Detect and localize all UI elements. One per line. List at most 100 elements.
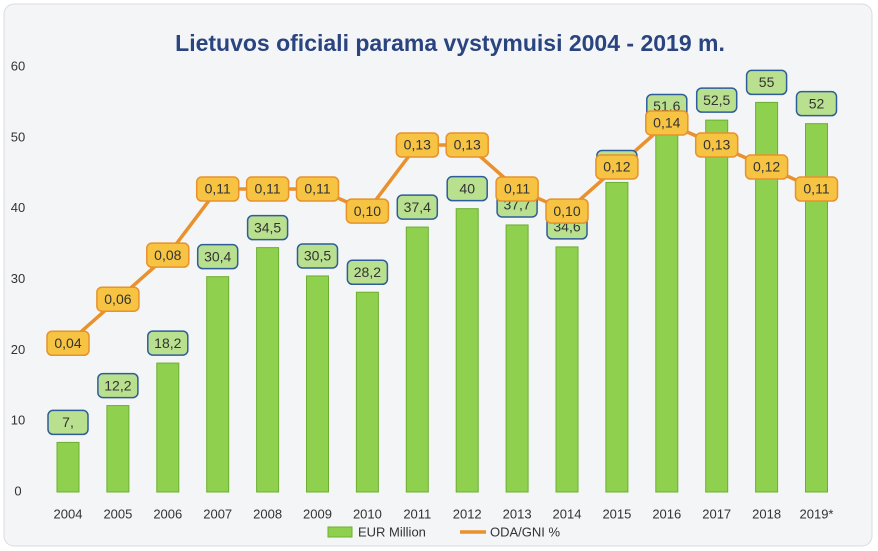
line-label-box (445, 132, 489, 158)
x-tick-label: 2008 (253, 506, 282, 521)
bar-label-box (795, 90, 838, 117)
bar-label-box (296, 243, 339, 269)
bar-value-label: 34,5 (254, 219, 281, 235)
line-label-box (245, 176, 290, 202)
legend-label: ODA/GNI % (490, 524, 561, 539)
x-tick-label: 2018 (752, 506, 781, 521)
x-tick-label: 2019* (800, 506, 834, 521)
line-value-label: 0,11 (254, 181, 280, 197)
line-value-label: 0,08 (154, 247, 181, 263)
bar-value-label: 55 (759, 74, 775, 90)
legend-swatch (327, 526, 353, 538)
bar-label-box (196, 243, 239, 270)
bar-value-label: 30,5 (304, 248, 331, 264)
x-tick-label: 2014 (553, 506, 582, 521)
line-label-box (794, 176, 839, 202)
line-label-box (295, 176, 340, 202)
bar-value-label: 7, (62, 414, 74, 430)
line-label-box (545, 198, 589, 224)
x-tick-label: 2004 (54, 506, 83, 521)
bar (106, 405, 130, 493)
bar-value-label: 40 (459, 180, 475, 196)
line-label-box (146, 242, 190, 268)
bar-value-label: 52,5 (703, 92, 730, 108)
line-value-label: 0,13 (454, 137, 481, 153)
line-label-box (46, 330, 90, 356)
y-tick-label: 60 (11, 58, 25, 73)
line-label-box (96, 286, 140, 312)
line-label-box (345, 198, 390, 224)
x-tick-label: 2010 (353, 506, 382, 521)
bar-label-box (346, 259, 389, 285)
bar-value-label: 51,6 (653, 98, 680, 114)
line-value-label: 0,13 (703, 137, 730, 153)
bar (505, 224, 529, 493)
bar (355, 291, 379, 493)
line-value-label: 0,11 (803, 181, 829, 197)
bar (405, 226, 429, 493)
line-label-box (645, 110, 689, 136)
x-tick-label: 2011 (403, 506, 431, 521)
bar-value-label: 30,4 (204, 248, 231, 264)
x-tick-label: 2016 (652, 506, 681, 521)
y-tick-label: 30 (11, 271, 25, 286)
x-tick-label: 2007 (203, 506, 232, 521)
chart-panel (3, 3, 873, 547)
line-value-label: 0,06 (104, 291, 131, 307)
x-tick-label: 2015 (602, 506, 631, 521)
line-label-box (395, 132, 440, 158)
line-value-label: 0,11 (205, 181, 231, 197)
x-tick-label: 2017 (702, 506, 731, 521)
bar (306, 275, 329, 493)
y-tick-label: 0 (14, 483, 21, 498)
bar-label-box (396, 194, 439, 220)
y-tick-label: 40 (11, 200, 25, 215)
line (66, 120, 818, 345)
y-tick-label: 10 (11, 413, 25, 428)
bar (555, 246, 579, 493)
chart-title: Lietuvos oficiali parama vystymuisi 2004… (175, 30, 725, 56)
bar (705, 119, 729, 493)
x-tick-label: 2005 (103, 506, 132, 521)
y-tick-label: 20 (11, 342, 25, 357)
bar-label-box (745, 69, 788, 96)
line-value-label: 0,10 (553, 203, 580, 219)
bar-value-label: 18,2 (154, 335, 181, 351)
x-tick-label: 2009 (303, 506, 332, 521)
line-label-box (595, 154, 639, 180)
bar (56, 441, 80, 493)
line-label-box (195, 176, 240, 202)
bar (655, 126, 679, 493)
line-value-label: 0,12 (603, 159, 630, 175)
bar (805, 123, 828, 493)
bar-value-label: 12,2 (104, 377, 131, 393)
bar-value-label: 28,2 (354, 264, 381, 280)
line-value-label: 0,11 (504, 181, 530, 197)
line-label-box (495, 176, 539, 202)
bar (156, 362, 180, 493)
bar-label-box (446, 175, 488, 202)
line-label-box (694, 132, 739, 158)
x-tick-label: 2012 (453, 506, 482, 521)
line-value-label: 0,13 (404, 137, 431, 153)
line-value-label: 0,11 (304, 181, 330, 197)
x-tick-label: 2013 (503, 506, 532, 521)
bar-value-label: 52 (809, 95, 825, 111)
bar (605, 181, 629, 493)
bar-label-box (246, 214, 289, 241)
bar-value-label: 37,4 (404, 199, 431, 215)
bar (206, 276, 230, 493)
bar-label-box (97, 372, 139, 399)
line-value-label: 0,04 (54, 335, 81, 351)
legend-label: EUR Million (358, 524, 426, 539)
y-tick-label: 50 (11, 129, 25, 144)
x-tick-label: 2006 (153, 506, 182, 521)
bar-label-box (147, 330, 189, 356)
bar (256, 247, 280, 493)
line-value-label: 0,12 (753, 159, 780, 175)
bar (455, 208, 479, 493)
line-value-label: 0,10 (354, 203, 381, 219)
line-label-box (744, 154, 789, 180)
bar (755, 101, 779, 493)
